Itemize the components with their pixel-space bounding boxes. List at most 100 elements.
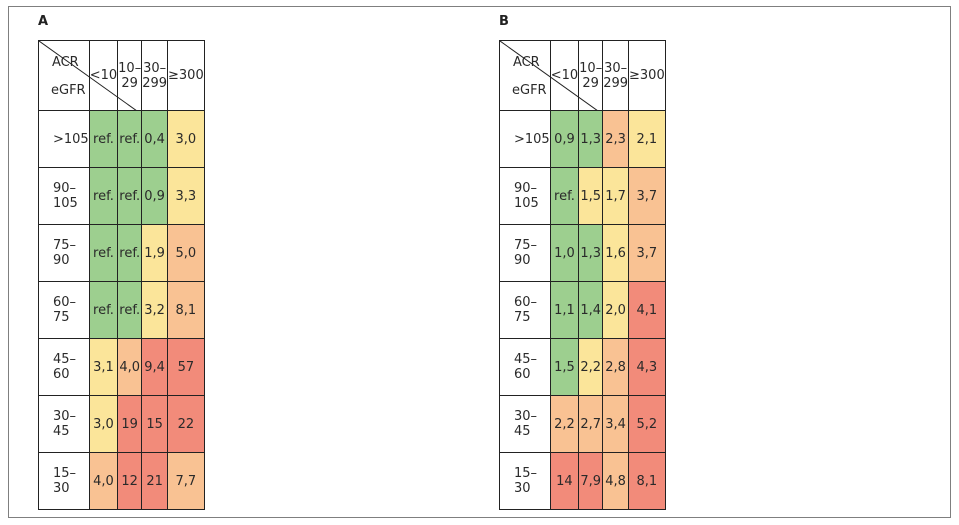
column-axis-label: ACR <box>51 55 79 70</box>
heatmap-cell: 0,4 <box>141 110 169 168</box>
heatmap-cell: 1,5 <box>549 338 580 396</box>
table-row: 15–30 14 7,9 4,8 8,1 <box>499 452 666 510</box>
heatmap-table-a: ACR eGFR <10 10–29 30–299 ≥300 >105 ref. ref. 0,4… <box>38 40 205 510</box>
heatmap-cell: 3,0 <box>88 395 119 453</box>
row-header: 45–60 <box>499 338 551 396</box>
heatmap-cell: 2,8 <box>602 338 630 396</box>
column-header: 30–299 <box>141 40 169 111</box>
heatmap-cell: 0,9 <box>141 167 169 225</box>
table-row: 60–75 ref. ref. 3,2 8,1 <box>38 281 205 339</box>
heatmap-cell: 3,7 <box>628 167 666 225</box>
heatmap-cell: 7,9 <box>578 452 604 510</box>
heatmap-cell: ref. <box>117 281 143 339</box>
heatmap-cell: ref. <box>88 281 119 339</box>
heatmap-cell: 15 <box>141 395 169 453</box>
heatmap-cell: 1,6 <box>602 224 630 282</box>
corner-header-cell: ACR eGFR <box>499 40 598 111</box>
heatmap-cell: 2,2 <box>578 338 604 396</box>
heatmap-cell: ref. <box>88 167 119 225</box>
row-header: 75–90 <box>38 224 90 282</box>
heatmap-cell: 2,2 <box>549 395 580 453</box>
heatmap-cell: 1,3 <box>578 110 604 168</box>
corner-diagonal <box>500 41 598 111</box>
heatmap-cell: 22 <box>167 395 205 453</box>
heatmap-cell: 1,9 <box>141 224 169 282</box>
heatmap-cell: 9,4 <box>141 338 169 396</box>
table-row: >105 0,9 1,3 2,3 2,1 <box>499 110 666 168</box>
corner-header-cell: ACR eGFR <box>38 40 137 111</box>
corner-diagonal <box>39 41 137 111</box>
heatmap-cell: 1,3 <box>578 224 604 282</box>
heatmap-cell: ref. <box>88 224 119 282</box>
heatmap-table-b: ACR eGFR <10 10–29 30–299 ≥300 >105 0,9 1,3 2,3 2,… <box>499 40 666 510</box>
heatmap-cell: 5,0 <box>167 224 205 282</box>
table-row: 30–45 2,2 2,7 3,4 5,2 <box>499 395 666 453</box>
heatmap-cell: 1,1 <box>549 281 580 339</box>
heatmap-cell: 4,1 <box>628 281 666 339</box>
heatmap-cell: 2,3 <box>602 110 630 168</box>
row-header: >105 <box>499 110 551 168</box>
row-header: 90–105 <box>38 167 90 225</box>
column-header: 30–299 <box>602 40 630 111</box>
heatmap-cell: 1,4 <box>578 281 604 339</box>
heatmap-cell: ref. <box>549 167 580 225</box>
heatmap-cell: 3,0 <box>167 110 205 168</box>
heatmap-cell: 3,2 <box>141 281 169 339</box>
table-row: 45–60 3,1 4,0 9,4 57 <box>38 338 205 396</box>
figure-frame <box>8 6 951 518</box>
column-header: 10–29 <box>117 40 143 111</box>
row-header: 90–105 <box>499 167 551 225</box>
heatmap-cell: 21 <box>141 452 169 510</box>
heatmap-cell: 4,0 <box>88 452 119 510</box>
heatmap-cell: 1,0 <box>549 224 580 282</box>
heatmap-cell: 3,7 <box>628 224 666 282</box>
table-row: 90–105 ref. ref. 0,9 3,3 <box>38 167 205 225</box>
row-header: >105 <box>38 110 90 168</box>
heatmap-cell: 2,7 <box>578 395 604 453</box>
column-header: 10–29 <box>578 40 604 111</box>
table-row: >105 ref. ref. 0,4 3,0 <box>38 110 205 168</box>
heatmap-cell: 1,5 <box>578 167 604 225</box>
row-header: 30–45 <box>38 395 90 453</box>
column-header: <10 <box>549 40 580 111</box>
panel-label: B <box>499 14 509 29</box>
heatmap-cell: ref. <box>117 110 143 168</box>
heatmap-cell: ref. <box>88 110 119 168</box>
heatmap-cell: 57 <box>167 338 205 396</box>
heatmap-cell: 8,1 <box>628 452 666 510</box>
heatmap-cell: 19 <box>117 395 143 453</box>
row-axis-label: eGFR <box>51 83 86 98</box>
row-header: 60–75 <box>499 281 551 339</box>
heatmap-cell: 2,0 <box>602 281 630 339</box>
row-axis-label: eGFR <box>512 83 547 98</box>
table-row: 75–90 1,0 1,3 1,6 3,7 <box>499 224 666 282</box>
row-header: 15–30 <box>499 452 551 510</box>
heatmap-cell: 5,2 <box>628 395 666 453</box>
table-row: 75–90 ref. ref. 1,9 5,0 <box>38 224 205 282</box>
table-row: 15–30 4,0 12 21 7,7 <box>38 452 205 510</box>
heatmap-cell: 7,7 <box>167 452 205 510</box>
row-header: 45–60 <box>38 338 90 396</box>
heatmap-cell: 3,4 <box>602 395 630 453</box>
panel-label: A <box>38 14 49 29</box>
heatmap-cell: 1,7 <box>602 167 630 225</box>
row-header: 60–75 <box>38 281 90 339</box>
heatmap-cell: 0,9 <box>549 110 580 168</box>
column-header: ≥300 <box>628 40 666 111</box>
heatmap-cell: 14 <box>549 452 580 510</box>
heatmap-cell: ref. <box>117 224 143 282</box>
heatmap-cell: 4,3 <box>628 338 666 396</box>
heatmap-cell: 4,8 <box>602 452 630 510</box>
row-header: 75–90 <box>499 224 551 282</box>
heatmap-cell: 3,3 <box>167 167 205 225</box>
heatmap-cell: 2,1 <box>628 110 666 168</box>
heatmap-cell: 3,1 <box>88 338 119 396</box>
row-header: 30–45 <box>499 395 551 453</box>
table-row: 30–45 3,0 19 15 22 <box>38 395 205 453</box>
heatmap-cell: 4,0 <box>117 338 143 396</box>
row-header: 15–30 <box>38 452 90 510</box>
table-row: 90–105 ref. 1,5 1,7 3,7 <box>499 167 666 225</box>
table-row: 60–75 1,1 1,4 2,0 4,1 <box>499 281 666 339</box>
heatmap-cell: ref. <box>117 167 143 225</box>
column-axis-label: ACR <box>512 55 540 70</box>
